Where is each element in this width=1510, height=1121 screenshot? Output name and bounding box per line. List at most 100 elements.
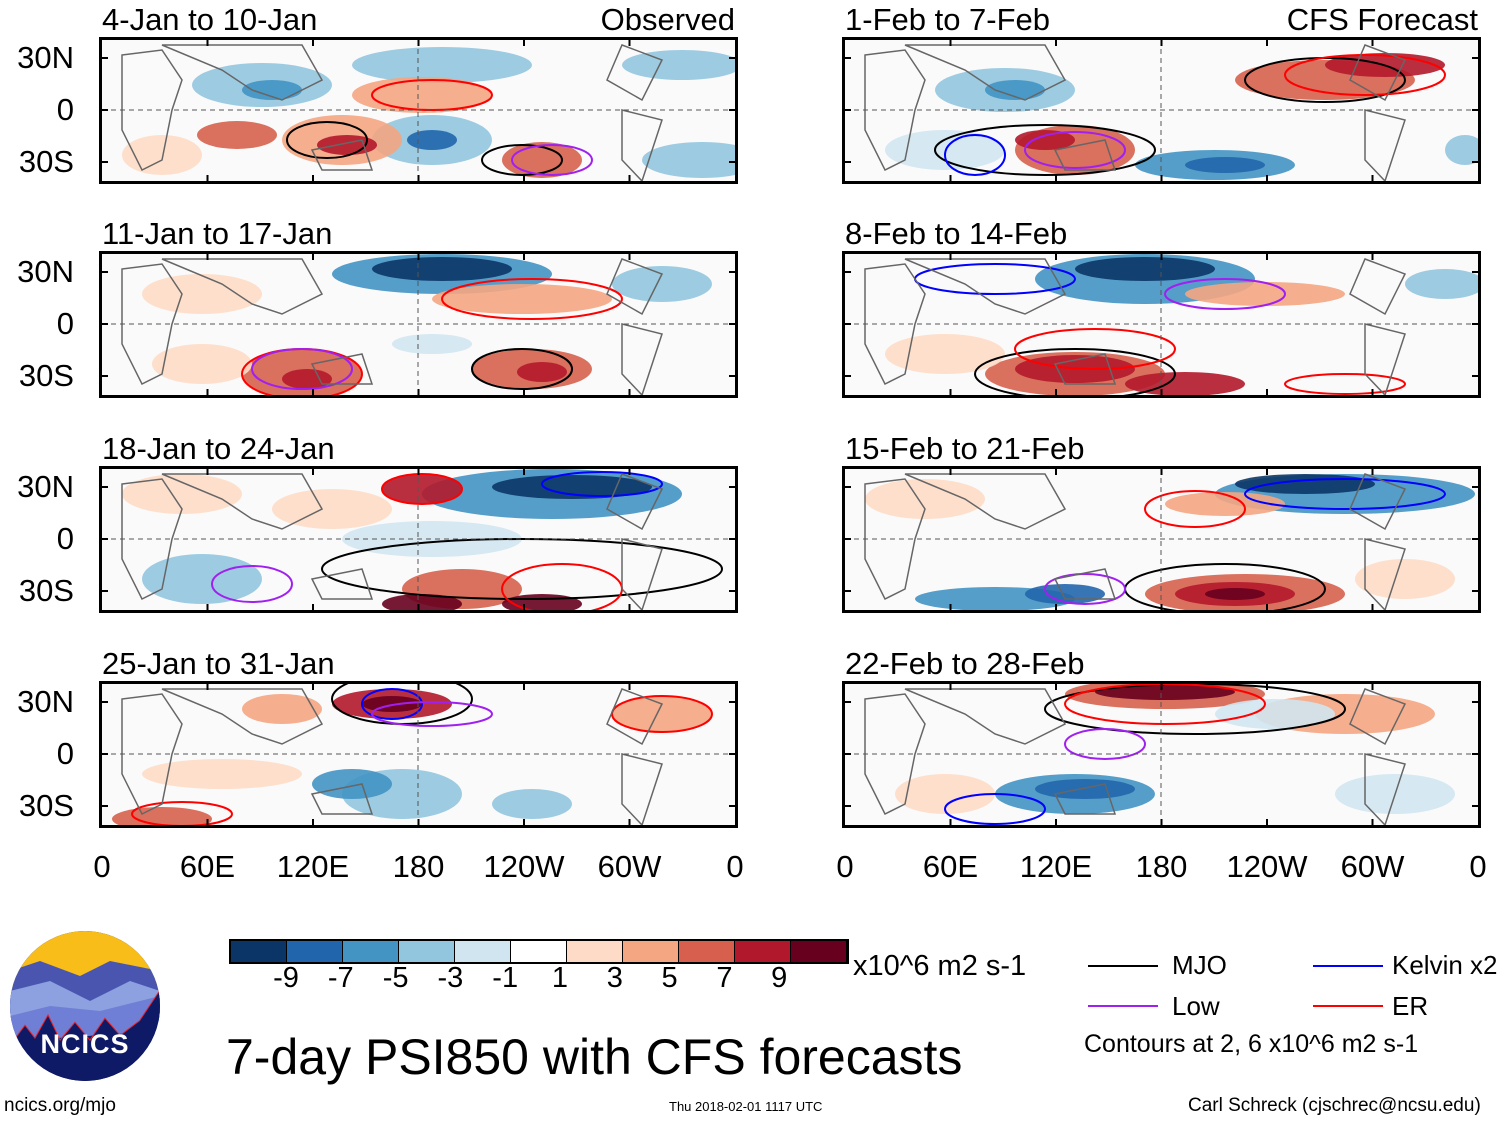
continents	[864, 688, 1407, 827]
map-panel	[842, 679, 1481, 828]
panel-title: 4-Jan to 10-Jan	[102, 2, 318, 37]
continents	[864, 44, 1407, 183]
logo-text: NCICS	[40, 1029, 130, 1059]
lon-label: 60W	[1340, 849, 1405, 884]
panel-source-label: Observed	[600, 2, 735, 37]
anomaly-shading	[1405, 269, 1485, 299]
anomaly-shading	[362, 696, 422, 712]
contour	[1064, 683, 1266, 725]
contour	[251, 348, 353, 390]
panel-title: 25-Jan to 31-Jan	[102, 646, 335, 681]
colorbar-swatch	[287, 941, 343, 962]
anomaly-shading	[1205, 588, 1265, 600]
anomaly-shading	[1355, 559, 1455, 599]
colorbar-swatch	[623, 941, 679, 962]
continents	[121, 473, 664, 612]
lon-label: 0	[1469, 849, 1487, 884]
contour	[1284, 373, 1406, 395]
anomaly-shading	[197, 121, 277, 149]
colorbar-swatch	[735, 941, 791, 962]
contour	[944, 134, 1006, 176]
colorbar-swatch	[511, 941, 567, 962]
colorbar-swatch	[679, 941, 735, 962]
lat-label: 0	[56, 92, 74, 127]
colorbar-label: 7	[716, 962, 733, 994]
lat-label: 30S	[18, 573, 74, 608]
legend-low: Low	[1172, 991, 1220, 1021]
anomaly-shading	[382, 594, 462, 614]
continents	[121, 44, 664, 183]
colorbar-swatch	[231, 941, 287, 962]
anomaly-shading	[612, 266, 712, 302]
anomaly-shading	[272, 489, 392, 529]
main-title: 7-day PSI850 with CFS forecasts	[226, 1029, 963, 1085]
contour	[1024, 131, 1126, 169]
colorbar-swatch	[399, 941, 455, 962]
colorbar-label: 9	[771, 962, 788, 994]
lat-label: 30N	[17, 254, 74, 289]
anomaly-shading	[317, 135, 377, 155]
anomaly-shading	[1185, 282, 1345, 306]
continents	[121, 258, 664, 397]
colorbar-swatch	[791, 941, 847, 962]
anomaly-shading	[392, 334, 472, 354]
panel-title: 22-Feb to 28-Feb	[845, 646, 1085, 681]
anomaly-shading	[895, 774, 995, 814]
anomaly-shading	[1235, 474, 1375, 494]
contour	[1064, 728, 1146, 760]
lon-label: 60W	[597, 849, 662, 884]
map-panel	[99, 37, 762, 184]
map-panel	[99, 466, 738, 615]
colorbar-swatch	[455, 941, 511, 962]
colorbar	[229, 939, 849, 964]
lon-label: 120W	[483, 849, 565, 884]
colorbar-label: 5	[661, 962, 678, 994]
legend-mjo: MJO	[1172, 950, 1227, 980]
contour	[481, 144, 563, 176]
lon-label: 0	[726, 849, 744, 884]
colorbar-swatch	[343, 941, 399, 962]
anomaly-shading	[372, 257, 512, 281]
contour	[321, 538, 723, 600]
panel-title: 1-Feb to 7-Feb	[845, 2, 1051, 37]
anomaly-shading	[122, 474, 242, 514]
contour	[1284, 54, 1446, 96]
lon-label: 120W	[1226, 849, 1308, 884]
colorbar-swatch	[567, 941, 623, 962]
colorbar-label: -9	[273, 962, 299, 994]
contour	[1244, 478, 1446, 510]
anomaly-shading	[642, 142, 762, 178]
colorbar-label: -7	[327, 962, 354, 994]
lat-label: 30S	[18, 358, 74, 393]
anomaly-shading	[492, 789, 572, 819]
anomaly-shading	[1075, 257, 1215, 281]
lat-label: 30N	[17, 469, 74, 504]
anomaly-shading	[342, 521, 522, 557]
lat-label: 0	[56, 306, 74, 341]
footer-url[interactable]: ncics.org/mjo	[4, 1095, 116, 1116]
ncics-logo: NCICS	[10, 931, 160, 1081]
panel-title: 11-Jan to 17-Jan	[102, 216, 333, 251]
anomaly-shading	[432, 284, 612, 314]
anomaly-shading	[242, 694, 322, 724]
anomaly-shading	[282, 369, 332, 389]
anomaly-shading	[1035, 779, 1135, 799]
anomaly-shading	[1095, 684, 1235, 700]
map-panel	[842, 251, 1485, 400]
lon-label: 180	[1135, 849, 1188, 884]
contour	[211, 565, 293, 603]
map-panel	[842, 37, 1485, 184]
lon-label: 0	[836, 849, 854, 884]
anomaly-shading	[1025, 584, 1105, 604]
anomaly-shading	[517, 362, 567, 382]
anomaly-shading	[885, 334, 1005, 374]
legend-er-line	[1313, 1005, 1383, 1007]
contour	[511, 144, 593, 176]
lat-label: 30S	[18, 788, 74, 823]
colorbar-label: -3	[437, 962, 464, 994]
contour	[1144, 490, 1246, 528]
panel-title: 18-Jan to 24-Jan	[102, 431, 335, 466]
lat-label: 30S	[18, 144, 74, 179]
anomaly-shading	[612, 696, 712, 732]
panel-title: 8-Feb to 14-Feb	[845, 216, 1068, 251]
